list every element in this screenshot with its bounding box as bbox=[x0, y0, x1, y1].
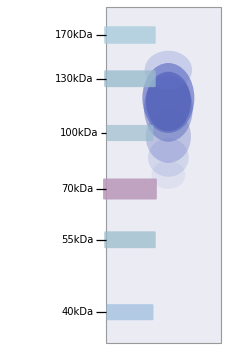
Text: 170kDa: 170kDa bbox=[55, 30, 93, 40]
Ellipse shape bbox=[142, 63, 194, 133]
Text: 130kDa: 130kDa bbox=[55, 74, 93, 84]
Ellipse shape bbox=[145, 110, 190, 163]
FancyBboxPatch shape bbox=[106, 125, 153, 141]
Text: 100kDa: 100kDa bbox=[60, 128, 98, 138]
FancyBboxPatch shape bbox=[103, 178, 156, 199]
FancyBboxPatch shape bbox=[104, 26, 155, 44]
Ellipse shape bbox=[145, 72, 190, 131]
Text: 55kDa: 55kDa bbox=[61, 235, 93, 245]
Ellipse shape bbox=[147, 138, 188, 177]
FancyBboxPatch shape bbox=[104, 231, 155, 248]
Ellipse shape bbox=[144, 51, 191, 89]
Bar bbox=[106, 7, 220, 343]
Ellipse shape bbox=[143, 75, 192, 142]
Text: 70kDa: 70kDa bbox=[61, 184, 93, 194]
Bar bbox=[106, 7, 220, 343]
FancyBboxPatch shape bbox=[106, 304, 153, 320]
Ellipse shape bbox=[151, 161, 184, 189]
FancyBboxPatch shape bbox=[104, 70, 155, 87]
Text: 40kDa: 40kDa bbox=[61, 307, 93, 317]
